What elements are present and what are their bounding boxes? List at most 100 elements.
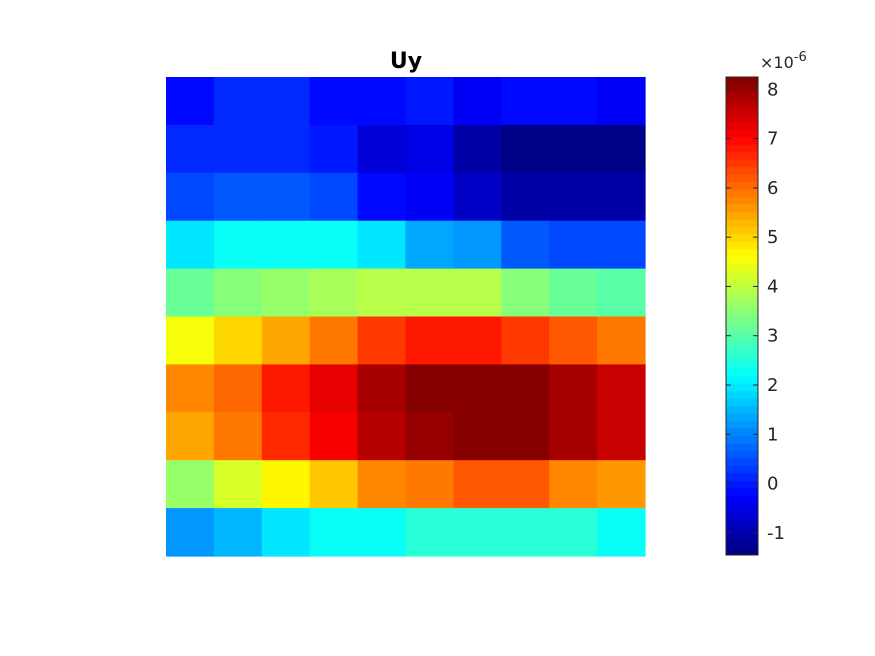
colorbar-segment xyxy=(726,106,758,115)
heatmap-cell xyxy=(357,316,407,365)
colorbar-segment xyxy=(726,428,758,436)
heatmap-cell xyxy=(309,77,359,126)
heatmap-cell xyxy=(261,412,311,461)
colorbar-segment xyxy=(726,226,758,235)
heatmap-cell xyxy=(453,316,502,365)
colorbar-segment xyxy=(726,330,758,339)
colorbar-segment xyxy=(726,286,758,295)
colorbar-tick-label: 7 xyxy=(767,129,778,150)
heatmap-cell xyxy=(549,508,598,557)
colorbar-segment xyxy=(726,129,758,138)
heatmap-cell xyxy=(597,172,646,222)
heatmap-cell xyxy=(549,124,598,174)
colorbar-segment xyxy=(726,398,758,407)
heatmap-cell xyxy=(597,460,646,509)
heatmap-cell xyxy=(309,316,359,365)
colorbar-border xyxy=(725,76,759,556)
heatmap-cell xyxy=(501,508,550,557)
colorbar-segment xyxy=(726,271,758,280)
colorbar-tick-label: 3 xyxy=(767,326,778,347)
heatmap-cell xyxy=(357,508,407,557)
heatmap-cell xyxy=(357,268,407,318)
heatmap-cell xyxy=(213,220,263,270)
heatmap-cell xyxy=(453,508,502,557)
heatmap-cell xyxy=(549,460,598,509)
colorbar-segment xyxy=(726,450,758,459)
heatmap-cell xyxy=(261,124,311,174)
colorbar-segment xyxy=(726,196,758,205)
heatmap-cell xyxy=(261,268,311,318)
heatmap-cell xyxy=(549,220,598,270)
heatmap-cell xyxy=(597,364,646,413)
heatmap-cell xyxy=(405,412,454,461)
heatmap-cell xyxy=(597,220,646,270)
colorbar-tick-label: 8 xyxy=(767,79,778,100)
colorbar-segment xyxy=(726,308,758,317)
heatmap-cell xyxy=(261,316,311,365)
colorbar-segment xyxy=(726,345,758,354)
heatmap-cell xyxy=(166,77,215,126)
heatmap-cell xyxy=(309,268,359,318)
colorbar-segment xyxy=(726,121,758,130)
colorbar-segment xyxy=(726,517,758,526)
heatmap-cell xyxy=(309,412,359,461)
heatmap-cell xyxy=(213,364,263,413)
colorbar-segment xyxy=(726,278,758,287)
colorbar-segment xyxy=(726,472,758,481)
heatmap-cell xyxy=(597,316,646,365)
colorbar-segment xyxy=(726,174,758,183)
heatmap-cell xyxy=(261,364,311,413)
heatmap-cell xyxy=(309,508,359,557)
colorbar-exponent-base: 10 xyxy=(773,53,793,72)
heatmap-cell xyxy=(213,77,263,126)
colorbar-segment xyxy=(726,510,758,519)
heatmap-cell xyxy=(501,220,550,270)
heatmap-cell xyxy=(213,412,263,461)
heatmap-cell xyxy=(309,124,359,174)
heatmap-cell xyxy=(166,268,215,318)
colorbar-segment xyxy=(726,189,758,197)
colorbar-segment xyxy=(726,263,758,272)
heatmap-cell xyxy=(166,124,215,174)
heatmap-cell xyxy=(166,172,215,222)
heatmap-cell xyxy=(501,364,550,413)
colorbar-segment xyxy=(726,151,758,160)
colorbar-segment xyxy=(726,218,758,227)
colorbar-exponent: ×10-6 xyxy=(760,50,807,72)
heatmap-cell xyxy=(501,77,550,126)
colorbar-segment xyxy=(726,316,758,324)
colorbar-segment xyxy=(726,256,758,265)
heatmap-cell xyxy=(453,172,502,222)
heatmap-cell xyxy=(166,460,215,509)
colorbar-segment xyxy=(726,84,758,93)
heatmap-cell xyxy=(261,460,311,509)
colorbar-tick-label: 6 xyxy=(767,178,778,199)
heatmap-cell xyxy=(166,508,215,557)
heatmap-cell xyxy=(549,268,598,318)
heatmap-cell xyxy=(501,316,550,365)
colorbar-segment xyxy=(726,420,758,429)
colorbar-segment xyxy=(726,405,758,414)
heatmap-cell xyxy=(166,364,215,413)
heatmap-cell xyxy=(549,77,598,126)
heatmap-cell xyxy=(549,364,598,413)
heatmap-cell xyxy=(309,172,359,222)
heatmap-cell xyxy=(357,124,407,174)
colorbar-tick-label: 4 xyxy=(767,276,778,297)
colorbar-segment xyxy=(726,480,758,489)
colorbar-segment xyxy=(726,99,758,108)
colorbar-segment xyxy=(726,502,758,511)
heatmap-cell xyxy=(501,124,550,174)
colorbar-exponent-times: × xyxy=(760,53,773,72)
colorbar-segment xyxy=(726,166,758,175)
heatmap-cell xyxy=(453,124,502,174)
heatmap-cell xyxy=(501,268,550,318)
heatmap-cell xyxy=(357,77,407,126)
heatmap-cell xyxy=(501,460,550,509)
heatmap-cell xyxy=(405,124,454,174)
heatmap-cell xyxy=(405,364,454,413)
colorbar-segment xyxy=(726,211,758,220)
heatmap-cell xyxy=(309,364,359,413)
heatmap-cell xyxy=(597,124,646,174)
heatmap-cell xyxy=(357,172,407,222)
